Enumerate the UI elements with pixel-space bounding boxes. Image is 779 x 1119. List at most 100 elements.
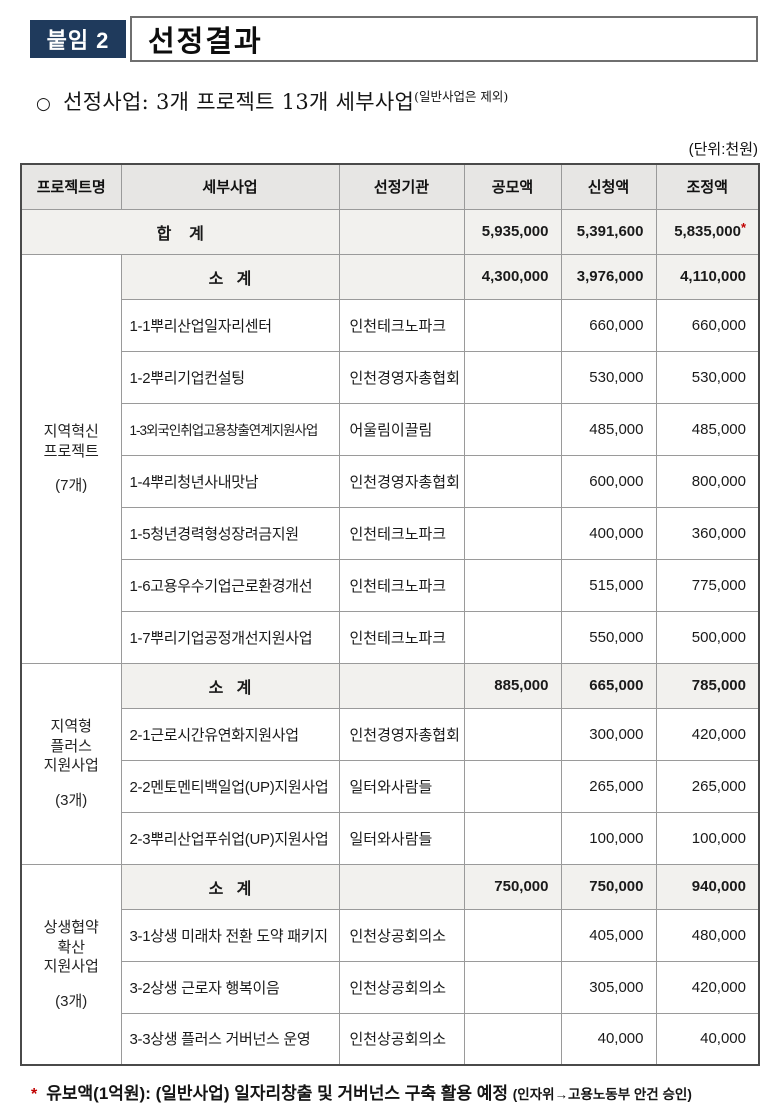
jojeong-cell: 265,000 bbox=[655, 759, 760, 813]
subtotal-row: 상생협약 확산 지원사업 (3개) 소 계 750,000 750,000 94… bbox=[20, 863, 760, 1066]
sincheong-cell: 485,000 bbox=[560, 402, 657, 456]
gongmo-cell: 885,000 bbox=[463, 662, 562, 709]
subtotal-label-cell: 소 계 bbox=[120, 662, 340, 709]
sincheong-cell: 305,000 bbox=[560, 960, 657, 1014]
org-cell: 인천상공회의소 bbox=[338, 960, 465, 1014]
group-count: (7개) bbox=[55, 477, 88, 494]
gongmo-cell bbox=[463, 558, 562, 612]
gongmo-cell bbox=[463, 402, 562, 456]
org-cell bbox=[338, 208, 465, 255]
subtotal-row: 지역혁신 프로젝트 (7개) 소 계 4,300,000 3,976,000 4… bbox=[20, 253, 760, 664]
column-header-jojeong: 조정액 bbox=[655, 163, 760, 210]
project-name-cell: 1-4뿌리청년사내맛남 bbox=[120, 454, 340, 508]
gongmo-cell bbox=[463, 1012, 562, 1066]
jojeong-cell: 800,000 bbox=[655, 454, 760, 508]
sincheong-cell: 40,000 bbox=[560, 1012, 657, 1066]
project-name-cell: 1-2뿌리기업컨설팅 bbox=[120, 350, 340, 404]
column-header-project: 프로젝트명 bbox=[20, 163, 122, 210]
project-name-cell: 2-1근로시간유연화지원사업 bbox=[120, 707, 340, 761]
jojeong-cell: 940,000 bbox=[655, 863, 760, 910]
sincheong-cell: 5,391,600 bbox=[560, 208, 657, 255]
footnote-small-text: (인자위→고용노동부 안건 승인) bbox=[512, 1087, 692, 1102]
jojeong-cell: 420,000 bbox=[655, 707, 760, 761]
project-name-cell: 2-2멘토멘티백일업(UP)지원사업 bbox=[120, 759, 340, 813]
org-cell: 인천경영자총협회 bbox=[338, 350, 465, 404]
jojeong-cell: 500,000 bbox=[655, 610, 760, 664]
gongmo-cell bbox=[463, 759, 562, 813]
group-name: 지역형 플러스 지원사업 bbox=[43, 718, 99, 775]
sincheong-cell: 265,000 bbox=[560, 759, 657, 813]
org-cell: 인천테크노파크 bbox=[338, 298, 465, 352]
column-header-gongmo: 공모액 bbox=[463, 163, 562, 210]
reserve-asterisk: * bbox=[740, 220, 746, 235]
jojeong-cell: 775,000 bbox=[655, 558, 760, 612]
sincheong-cell: 300,000 bbox=[560, 707, 657, 761]
table-row: 2-1근로시간유연화지원사업 인천경영자총협회 300,000 420,000 bbox=[21, 707, 760, 761]
project-name-cell: 3-2상생 근로자 행복이음 bbox=[120, 960, 340, 1014]
sincheong-cell: 3,976,000 bbox=[560, 253, 657, 300]
gongmo-cell bbox=[463, 298, 562, 352]
gongmo-cell: 4,300,000 bbox=[463, 253, 562, 300]
summary-superscript: (일반사업은 제외) bbox=[414, 89, 509, 104]
org-cell bbox=[338, 863, 465, 910]
attachment-badge: 붙임 2 bbox=[30, 20, 126, 58]
column-header-subproject: 세부사업 bbox=[120, 163, 340, 210]
table-row: 1-1뿌리산업일자리센터 인천테크노파크 660,000 660,000 bbox=[21, 298, 760, 352]
project-name-cell: 2-3뿌리산업푸쉬업(UP)지원사업 bbox=[120, 811, 340, 865]
group-name: 지역혁신 프로젝트 bbox=[43, 423, 99, 460]
org-cell: 인천경영자총협회 bbox=[338, 707, 465, 761]
org-cell: 인천테크노파크 bbox=[338, 506, 465, 560]
total-label-cell: 합 계 bbox=[20, 208, 340, 255]
project-name-cell: 3-1상생 미래차 전환 도약 패키지 bbox=[120, 908, 340, 962]
jojeong-cell: 480,000 bbox=[655, 908, 760, 962]
sincheong-cell: 750,000 bbox=[560, 863, 657, 910]
table-row: 1-7뿌리기업공정개선지원사업 인천테크노파크 550,000 500,000 bbox=[21, 610, 760, 664]
gongmo-cell: 5,935,000 bbox=[463, 208, 562, 255]
gongmo-cell bbox=[463, 707, 562, 761]
sincheong-cell: 515,000 bbox=[560, 558, 657, 612]
table-row: 3-1상생 미래차 전환 도약 패키지 인천상공회의소 405,000 480,… bbox=[21, 908, 760, 962]
sincheong-cell: 665,000 bbox=[560, 662, 657, 709]
subtotal-label-cell: 소 계 bbox=[120, 863, 340, 910]
group-count: (3개) bbox=[55, 992, 88, 1010]
group-label-cell: 상생협약 확산 지원사업 (3개) bbox=[20, 863, 122, 1066]
gongmo-cell bbox=[463, 610, 562, 664]
page-title: 선정결과 bbox=[148, 26, 263, 58]
org-cell: 인천상공회의소 bbox=[338, 1012, 465, 1066]
unit-label: (단위:천원) bbox=[688, 141, 758, 158]
sincheong-cell: 405,000 bbox=[560, 908, 657, 962]
table-row: 3-3상생 플러스 거버넌스 운영 인천상공회의소 40,000 40,000 bbox=[21, 1012, 760, 1066]
jojeong-cell: 420,000 bbox=[655, 960, 760, 1014]
jojeong-cell: 360,000 bbox=[655, 506, 760, 560]
jojeong-total-value: 5,835,000 bbox=[674, 223, 741, 240]
table-row: 2-3뿌리산업푸쉬업(UP)지원사업 일터와사람들 100,000 100,00… bbox=[21, 811, 760, 865]
title-box: 선정결과 bbox=[130, 16, 758, 62]
project-name-cell: 1-3외국인취업고용창출연계지원사업 bbox=[120, 402, 340, 456]
group-label-cell: 지역형 플러스 지원사업 (3개) bbox=[20, 662, 122, 865]
org-cell: 인천상공회의소 bbox=[338, 908, 465, 962]
org-cell: 일터와사람들 bbox=[338, 811, 465, 865]
gongmo-cell bbox=[463, 908, 562, 962]
jojeong-cell: 660,000 bbox=[655, 298, 760, 352]
project-name-cell: 3-3상생 플러스 거버넌스 운영 bbox=[120, 1012, 340, 1066]
project-name-cell: 1-6고용우수기업근로환경개선 bbox=[120, 558, 340, 612]
jojeong-cell: 5,835,000* bbox=[655, 208, 760, 255]
footnote: * 유보액(1억원): (일반사업) 일자리창출 및 거버넌스 구축 활용 예정 … bbox=[31, 1079, 769, 1104]
table-row: 3-2상생 근로자 행복이음 인천상공회의소 305,000 420,000 bbox=[21, 960, 760, 1014]
gongmo-cell: 750,000 bbox=[463, 863, 562, 910]
summary-line: ○ 선정사업: 3개 프로젝트 13개 세부사업(일반사업은 제외) bbox=[36, 86, 758, 116]
sincheong-cell: 100,000 bbox=[560, 811, 657, 865]
gongmo-cell bbox=[463, 454, 562, 508]
project-name-cell: 1-1뿌리산업일자리센터 bbox=[120, 298, 340, 352]
subtotal-label-cell: 소 계 bbox=[120, 253, 340, 300]
total-row: 합 계 5,935,000 5,391,600 5,835,000* bbox=[20, 208, 760, 255]
sincheong-cell: 550,000 bbox=[560, 610, 657, 664]
org-cell bbox=[338, 253, 465, 300]
gongmo-cell bbox=[463, 960, 562, 1014]
jojeong-cell: 4,110,000 bbox=[655, 253, 760, 300]
table-header-row: 프로젝트명 세부사업 선정기관 공모액 신청액 조정액 bbox=[20, 163, 760, 210]
org-cell: 일터와사람들 bbox=[338, 759, 465, 813]
column-header-sincheong: 신청액 bbox=[560, 163, 657, 210]
org-cell: 인천테크노파크 bbox=[338, 558, 465, 612]
